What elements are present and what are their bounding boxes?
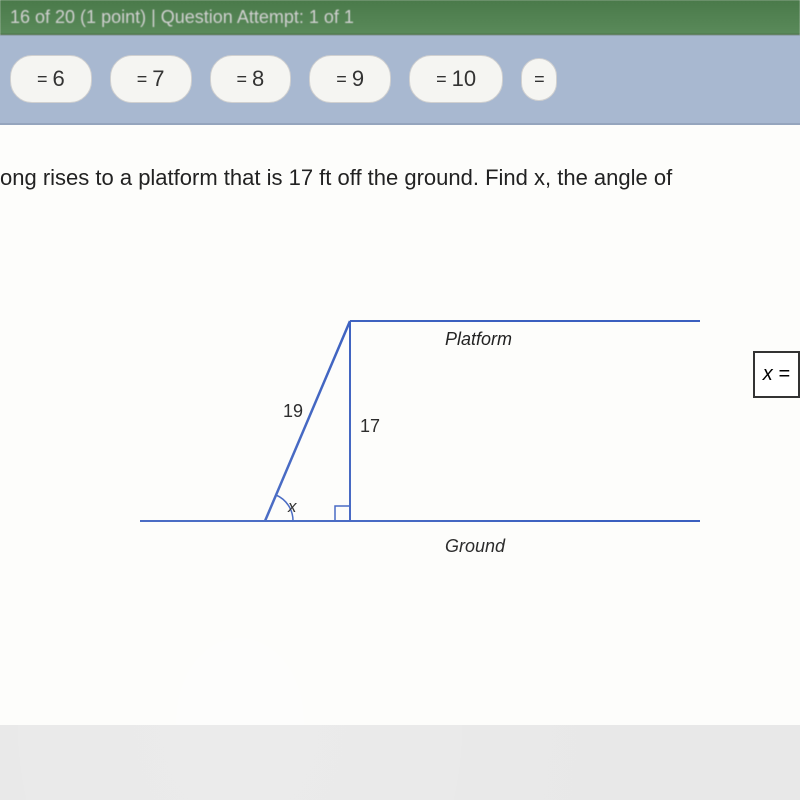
nav-prefix: = (436, 69, 446, 90)
nav-prefix: = (37, 69, 47, 90)
answer-prefix: x = (763, 363, 790, 385)
answer-box[interactable]: x = (753, 351, 800, 398)
question-nav: = 6 = 7 = 8 = 9 = 10 = (0, 35, 800, 125)
nav-pill-next[interactable]: = (521, 58, 557, 101)
nav-prefix: = (336, 69, 346, 90)
nav-pill-10[interactable]: = 10 (409, 55, 503, 103)
diagram-svg (0, 251, 800, 651)
content-area: ong rises to a platform that is 17 ft of… (0, 125, 800, 725)
right-angle-marker (335, 506, 350, 521)
question-text: ong rises to a platform that is 17 ft of… (0, 165, 800, 191)
nav-num: 7 (152, 66, 164, 92)
nav-num: 6 (53, 66, 65, 92)
hypotenuse (265, 321, 350, 521)
nav-pill-8[interactable]: = 8 (210, 55, 292, 103)
nav-pill-7[interactable]: = 7 (110, 55, 192, 103)
diagram: 19 17 x Platform Ground x = (0, 251, 800, 651)
label-hypotenuse: 19 (283, 401, 303, 422)
label-vertical: 17 (360, 416, 380, 437)
header-text: 16 of 20 (1 point) | Question Attempt: 1… (10, 7, 354, 28)
nav-prefix: = (137, 69, 147, 90)
nav-num: 8 (252, 66, 264, 92)
label-angle-x: x (288, 497, 297, 517)
nav-num: 10 (452, 66, 476, 92)
nav-prefix: = (534, 69, 544, 90)
label-platform: Platform (445, 329, 512, 350)
nav-prefix: = (237, 69, 247, 90)
nav-num: 9 (352, 66, 364, 92)
nav-pill-6[interactable]: = 6 (10, 55, 92, 103)
header-bar: 16 of 20 (1 point) | Question Attempt: 1… (0, 0, 800, 35)
nav-pill-9[interactable]: = 9 (309, 55, 391, 103)
label-ground: Ground (445, 536, 505, 557)
